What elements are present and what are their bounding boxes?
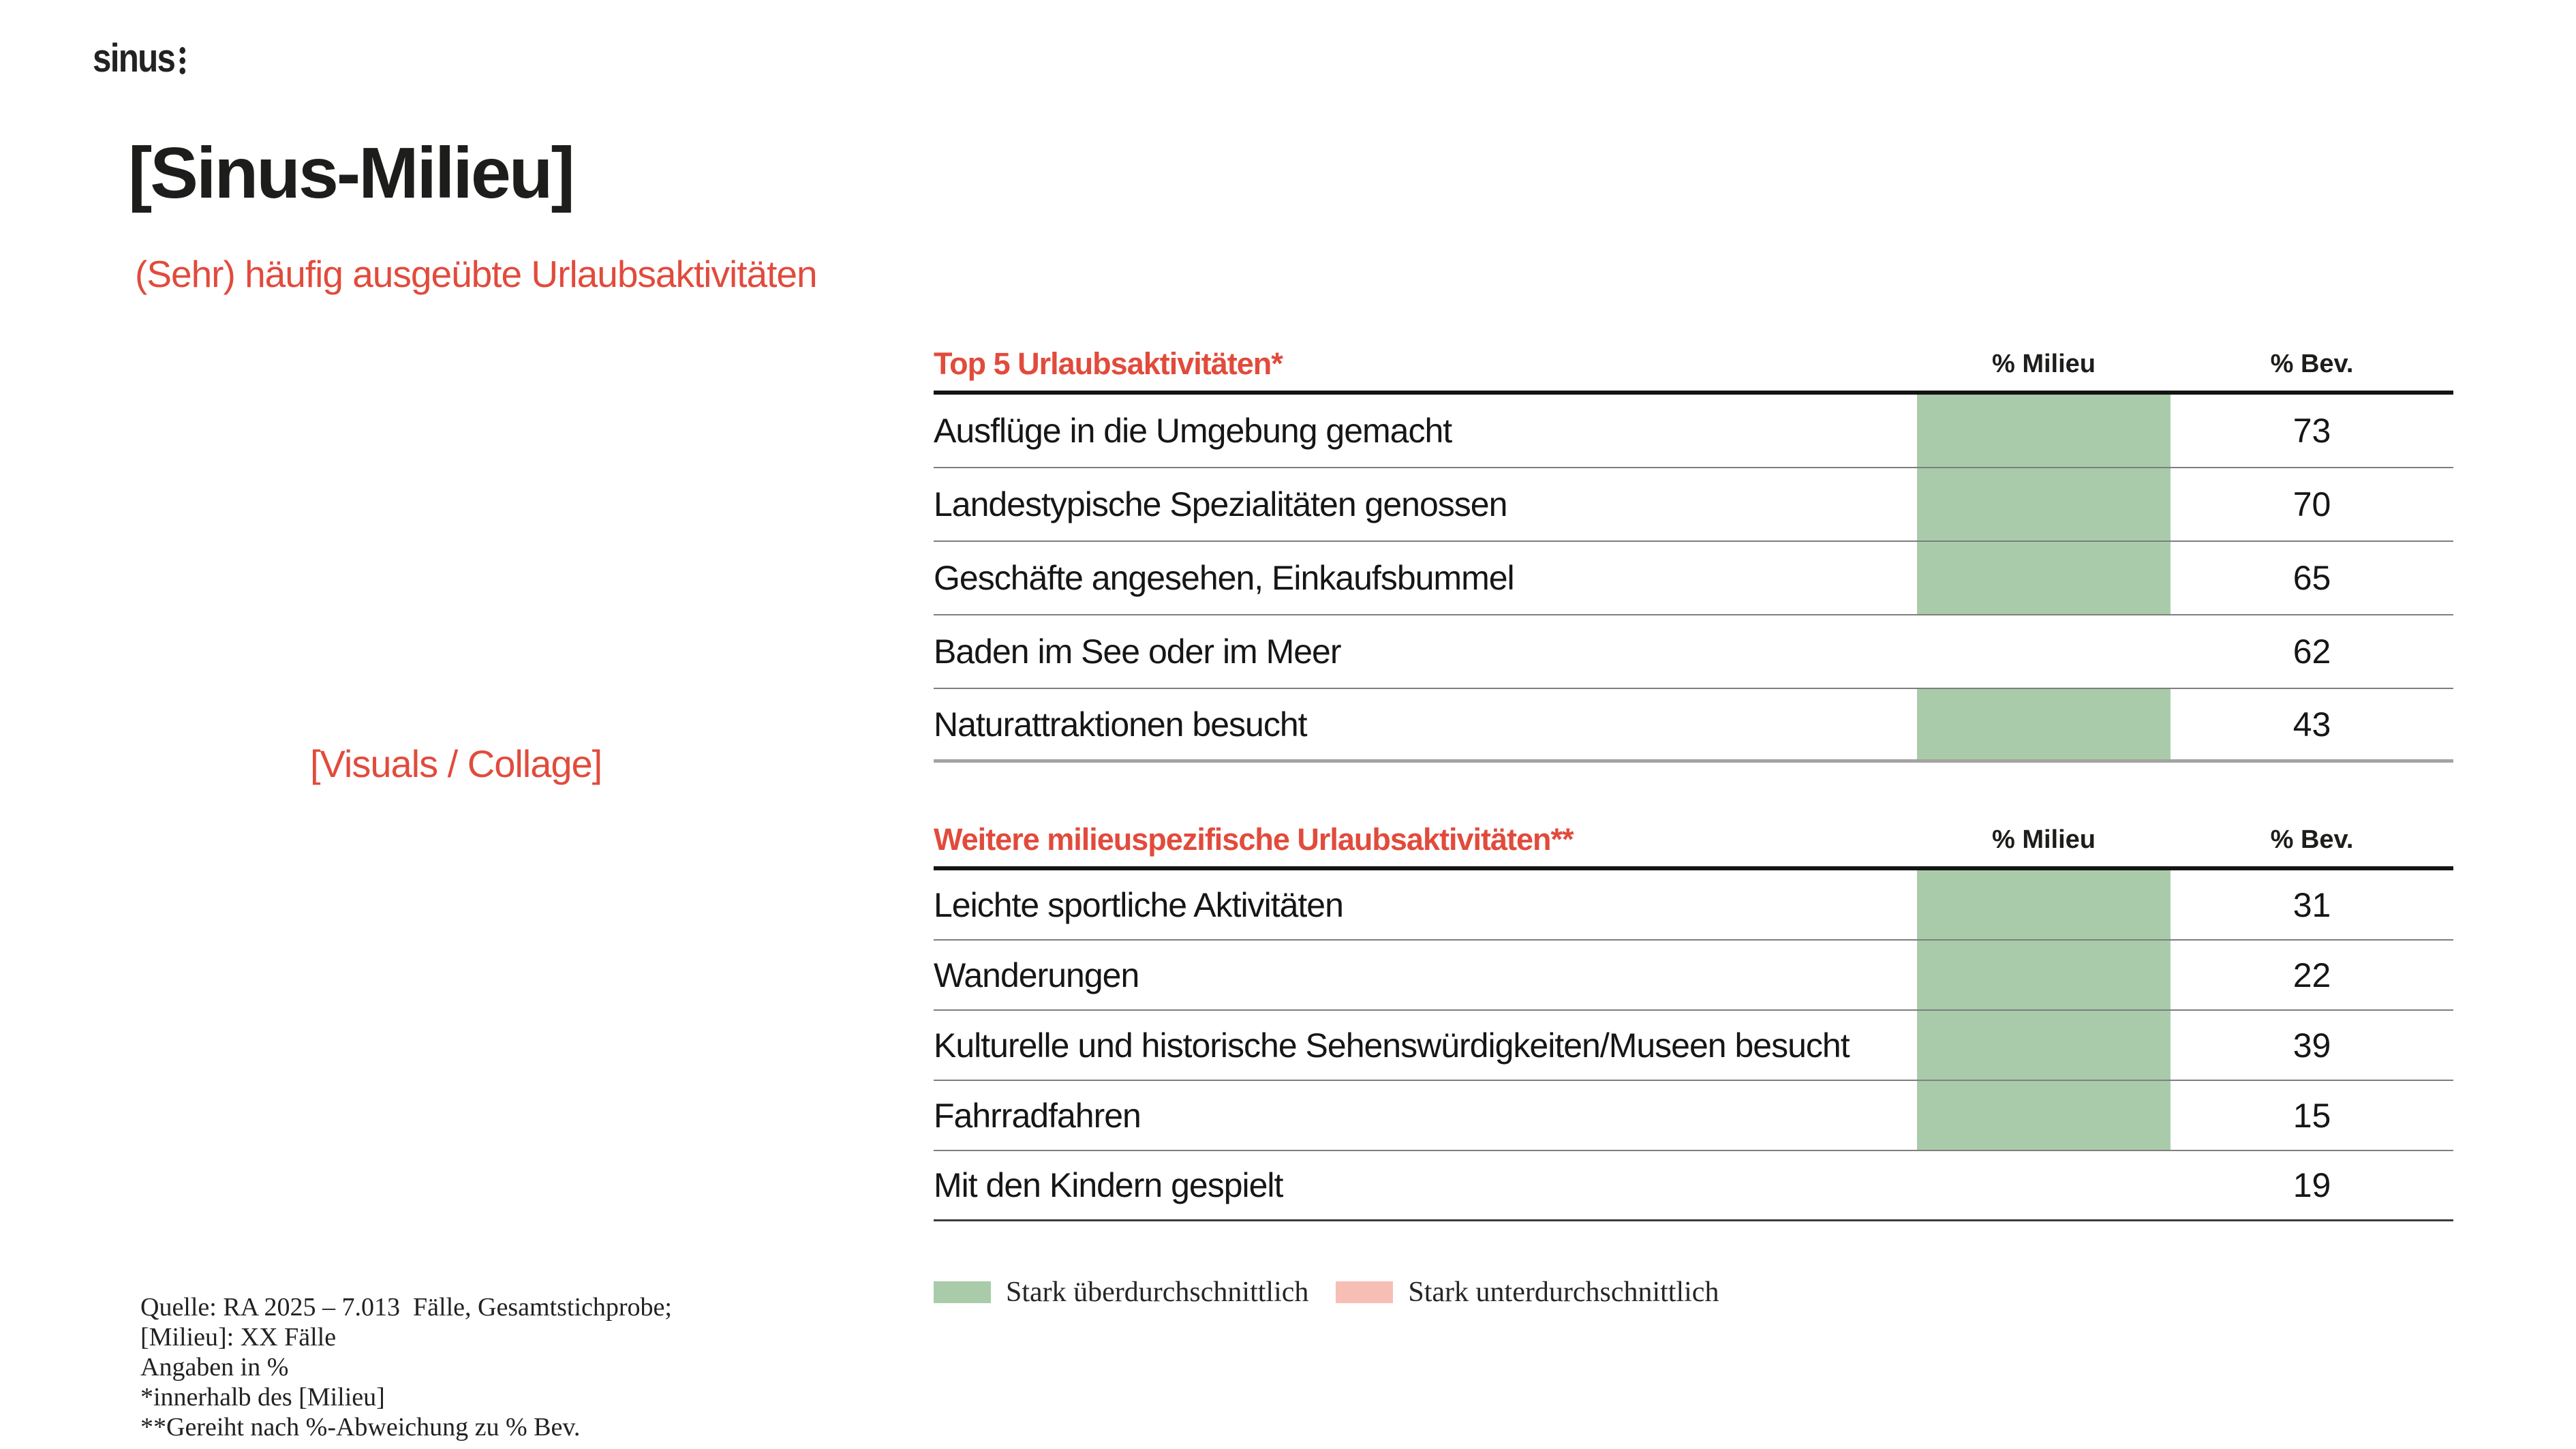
column-header-bev: % Bev.: [2270, 825, 2354, 854]
bev-value: 70: [2293, 485, 2331, 523]
column-header-milieu: % Milieu: [1991, 349, 2096, 378]
table-weitere-urlaubsaktivitaeten: Weitere milieuspezifische Urlaubsaktivit…: [934, 813, 2453, 1221]
table-row: Baden im See oder im Meer 62: [934, 615, 2453, 689]
table-body: Ausflüge in die Umgebung gemacht 73 Landes…: [934, 395, 2453, 763]
logo-text: sinus: [93, 36, 176, 80]
sinus-logo: sinus: [93, 35, 185, 81]
footnote-line: Angaben in %: [140, 1353, 289, 1382]
activity-label: Fahrradfahren: [934, 1096, 1141, 1135]
milieu-highlight-cell: [1917, 395, 2171, 467]
milieu-highlight-cell: [1917, 1151, 2171, 1219]
activity-label: Baden im See oder im Meer: [934, 632, 1342, 671]
activity-label: Kulturelle und historische Sehenswürdigk…: [934, 1026, 1850, 1065]
table-header: Top 5 Urlaubsaktivitäten* % Milieu % Bev…: [934, 337, 2453, 395]
legend-label: Stark unterdurchschnittlich: [1408, 1277, 1719, 1308]
activity-label: Geschäfte angesehen, Einkaufsbummel: [934, 559, 1515, 597]
activity-label: Ausflüge in die Umgebung gemacht: [934, 412, 1452, 450]
table-title: Weitere milieuspezifische Urlaubsaktivit…: [934, 822, 1574, 857]
table-row: Wanderungen 22: [934, 941, 2453, 1011]
table-row: Ausflüge in die Umgebung gemacht 73: [934, 395, 2453, 468]
table-row: Fahrradfahren 15: [934, 1081, 2453, 1151]
legend-swatch: [934, 1281, 991, 1303]
bev-value: 19: [2293, 1166, 2331, 1204]
table-row: Landestypische Spezialitäten genossen 70: [934, 468, 2453, 542]
bev-value: 22: [2293, 956, 2331, 994]
table-row: Naturattraktionen besucht 43: [934, 689, 2453, 763]
bev-value: 43: [2293, 705, 2331, 744]
column-header-bev: % Bev.: [2270, 349, 2354, 378]
visuals-collage-placeholder: [Visuals / Collage]: [310, 742, 602, 785]
table-row: Leichte sportliche Aktivitäten 31: [934, 870, 2453, 941]
bev-value: 65: [2293, 559, 2331, 597]
milieu-highlight-cell: [1917, 870, 2171, 939]
bev-value: 73: [2293, 412, 2331, 450]
column-header-milieu: % Milieu: [1991, 825, 2096, 854]
page-subtitle: (Sehr) häufig ausgeübte Urlaubsaktivität…: [135, 253, 818, 295]
activity-label: Mit den Kindern gespielt: [934, 1166, 1283, 1204]
legend: Stark überdurchschnittlich Stark unterdur…: [934, 1276, 1719, 1309]
bev-value: 15: [2293, 1096, 2331, 1135]
legend-label: Stark überdurchschnittlich: [1006, 1277, 1309, 1308]
activity-label: Landestypische Spezialitäten genossen: [934, 485, 1507, 523]
activity-label: Naturattraktionen besucht: [934, 705, 1308, 744]
table-header: Weitere milieuspezifische Urlaubsaktivit…: [934, 813, 2453, 870]
footnote-line: *innerhalb des [Milieu]: [140, 1383, 385, 1412]
table-top5-urlaubsaktivitaeten: Top 5 Urlaubsaktivitäten* % Milieu % Bev…: [934, 337, 2453, 763]
footnotes: Quelle: RA 2025 – 7.013 Fälle, Gesamtsti…: [140, 1292, 672, 1442]
footnote-line: **Gereiht nach %-Abweichung zu % Bev.: [140, 1413, 581, 1442]
table-row: Geschäfte angesehen, Einkaufsbummel 65: [934, 542, 2453, 615]
milieu-highlight-cell: [1917, 615, 2171, 688]
logo-three-dots-icon: [179, 46, 185, 74]
page-title: [Sinus-Milieu]: [128, 133, 575, 213]
activity-label: Leichte sportliche Aktivitäten: [934, 885, 1344, 924]
milieu-highlight-cell: [1917, 689, 2171, 759]
legend-item: Stark überdurchschnittlich: [934, 1276, 1308, 1309]
milieu-highlight-cell: [1917, 1081, 2171, 1150]
milieu-highlight-cell: [1917, 542, 2171, 614]
bev-value: 39: [2293, 1026, 2331, 1065]
table-row: Kulturelle und historische Sehenswürdigk…: [934, 1011, 2453, 1081]
milieu-highlight-cell: [1917, 941, 2171, 1009]
legend-item: Stark unterdurchschnittlich: [1336, 1276, 1719, 1309]
milieu-highlight-cell: [1917, 468, 2171, 540]
footnote-line: Quelle: RA 2025 – 7.013 Fälle, Gesamtsti…: [140, 1293, 672, 1322]
table-body: Leichte sportliche Aktivitäten 31 Wanderun…: [934, 870, 2453, 1221]
bev-value: 62: [2293, 632, 2331, 671]
table-title: Top 5 Urlaubsaktivitäten*: [934, 346, 1283, 381]
milieu-highlight-cell: [1917, 1011, 2171, 1080]
bev-value: 31: [2293, 885, 2331, 924]
legend-swatch: [1336, 1281, 1394, 1303]
table-row: Mit den Kindern gespielt 19: [934, 1151, 2453, 1221]
activity-label: Wanderungen: [934, 956, 1139, 994]
footnote-line: [Milieu]: XX Fälle: [140, 1323, 337, 1352]
